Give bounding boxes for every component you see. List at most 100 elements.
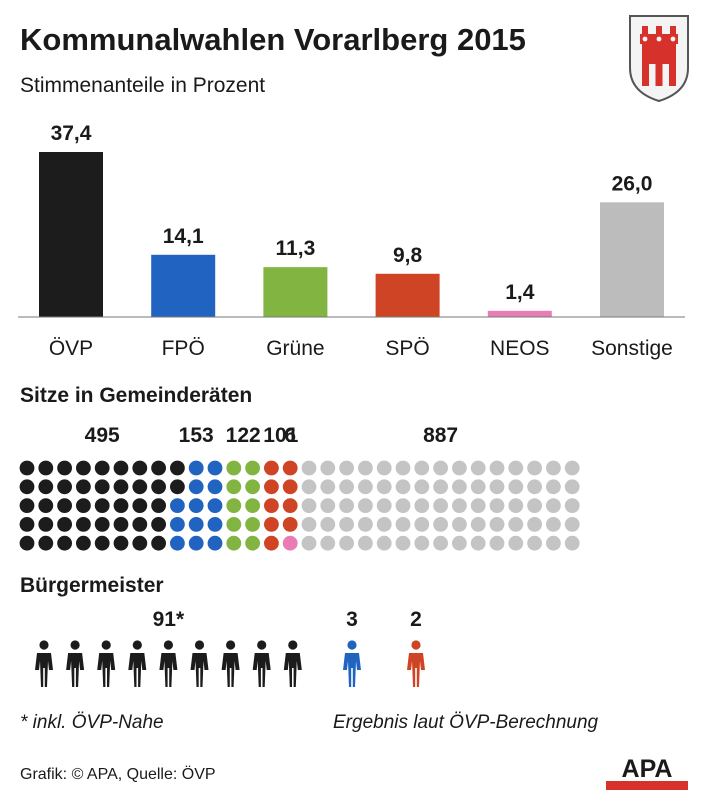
seat-dot-sonstige	[320, 535, 336, 551]
seat-dot-ovp	[57, 479, 72, 495]
vote-share-bar-chart: 37,4 ÖVP 14,1 FPÖ 11,3 Grüne 9,8 SPÖ 1,4 NEOS 26,0…	[18, 122, 685, 360]
seat-dot-ovp	[151, 517, 167, 532]
seat-dot-sonstige	[433, 479, 448, 495]
seat-dot-ovp	[113, 535, 129, 551]
svg-text:APA: APA	[622, 755, 673, 783]
seat-dot-sonstige	[339, 498, 354, 513]
seat-dot-ovp	[19, 535, 35, 551]
value-label-spo: 9,8	[393, 244, 423, 267]
seat-dot-spo	[264, 498, 279, 513]
seat-count-spo: 101	[263, 424, 298, 447]
seat-dot-sonstige	[339, 535, 354, 551]
bar-grune	[263, 267, 328, 317]
seat-dot-fpo	[188, 517, 204, 532]
seat-dot-sonstige	[301, 479, 317, 495]
seat-dot-ovp	[132, 498, 148, 513]
seat-dot-grune	[226, 498, 242, 513]
seat-dot-sonstige	[358, 498, 373, 513]
seat-dot-sonstige	[489, 535, 505, 551]
seat-dot-sonstige	[564, 460, 580, 476]
seat-dot-fpo	[207, 479, 223, 495]
seat-dot-ovp	[94, 517, 110, 532]
seat-dot-sonstige	[301, 517, 317, 532]
seat-count-neos: 6	[284, 424, 296, 447]
seat-dot-sonstige	[527, 460, 542, 476]
mayors-pictogram: 91* 3 2	[35, 608, 425, 687]
seat-dot-sonstige	[339, 517, 354, 532]
seat-dot-ovp	[38, 517, 54, 532]
seat-dot-fpo	[207, 535, 223, 551]
bar-fpo	[151, 254, 216, 317]
seat-dot-ovp	[57, 498, 72, 513]
footnote-right: Ergebnis laut ÖVP-Berechnung	[333, 712, 599, 733]
source-credit: Grafik: © APA, Quelle: ÖVP	[20, 766, 216, 783]
seat-dot-sonstige	[301, 498, 317, 513]
seat-dot-sonstige	[527, 498, 542, 513]
mayor-count-label: 3	[346, 608, 358, 631]
seat-dot-sonstige	[546, 535, 561, 551]
seat-dot-sonstige	[546, 517, 561, 532]
seat-dot-ovp	[94, 460, 110, 476]
seat-dot-sonstige	[470, 498, 486, 513]
seat-dot-grune	[245, 517, 260, 532]
seat-dot-sonstige	[564, 517, 580, 532]
seat-dot-sonstige	[395, 535, 411, 551]
seat-dot-sonstige	[546, 460, 561, 476]
category-label-sonstige: Sonstige	[591, 337, 673, 360]
seat-dot-sonstige	[433, 498, 448, 513]
chart-subtitle: Stimmenanteile in Prozent	[20, 74, 266, 97]
seat-dot-sonstige	[358, 479, 373, 495]
seat-dot-fpo	[170, 517, 185, 532]
mayor-figure-icon	[97, 640, 116, 687]
seat-dot-ovp	[38, 460, 54, 476]
mayor-figure-icon	[190, 640, 209, 687]
seat-dot-sonstige	[470, 460, 486, 476]
seat-dot-sonstige	[508, 479, 524, 495]
seat-dot-sonstige	[414, 460, 430, 476]
mayor-figure-icon	[35, 640, 53, 687]
seat-dot-sonstige	[376, 517, 392, 532]
seat-dot-ovp	[94, 535, 110, 551]
seat-dot-ovp	[76, 498, 91, 513]
seat-dot-spo	[282, 517, 298, 532]
seat-dot-sonstige	[508, 517, 524, 532]
seat-dot-sonstige	[452, 517, 467, 532]
seat-dot-ovp	[57, 535, 72, 551]
seat-dot-sonstige	[452, 535, 467, 551]
seat-dot-ovp	[132, 479, 148, 495]
category-label-ovp: ÖVP	[49, 337, 93, 360]
seat-dot-sonstige	[395, 460, 411, 476]
seat-dot-sonstige	[470, 535, 486, 551]
category-label-grune: Grüne	[266, 337, 324, 360]
seat-dot-sonstige	[452, 460, 467, 476]
seat-dot-ovp	[76, 535, 91, 551]
mayor-count-label: 91*	[153, 608, 185, 631]
seat-dot-sonstige	[376, 535, 392, 551]
seat-count-ovp: 495	[85, 424, 120, 447]
seat-dot-sonstige	[339, 479, 354, 495]
seat-dot-spo	[264, 535, 279, 551]
seat-dot-sonstige	[358, 460, 373, 476]
seat-dot-sonstige	[489, 460, 505, 476]
seat-dot-sonstige	[433, 517, 448, 532]
seat-dot-sonstige	[452, 498, 467, 513]
seat-dot-ovp	[38, 479, 54, 495]
seat-dot-ovp	[19, 517, 35, 532]
seat-dot-sonstige	[546, 498, 561, 513]
category-label-neos: NEOS	[490, 337, 550, 360]
seat-dot-grune	[245, 535, 260, 551]
seat-dot-grune	[226, 535, 242, 551]
seat-dot-sonstige	[470, 517, 486, 532]
seat-dot-sonstige	[527, 535, 542, 551]
seat-dot-sonstige	[414, 479, 430, 495]
seat-dot-sonstige	[395, 498, 411, 513]
seat-dot-fpo	[188, 479, 204, 495]
seat-dot-neos	[282, 535, 298, 551]
seat-dot-sonstige	[414, 517, 430, 532]
bar-spo	[375, 273, 440, 317]
seat-dot-sonstige	[564, 479, 580, 495]
category-label-fpo: FPÖ	[162, 337, 205, 360]
seat-dot-sonstige	[320, 479, 336, 495]
seat-dot-ovp	[151, 535, 167, 551]
seat-dot-sonstige	[301, 460, 317, 476]
